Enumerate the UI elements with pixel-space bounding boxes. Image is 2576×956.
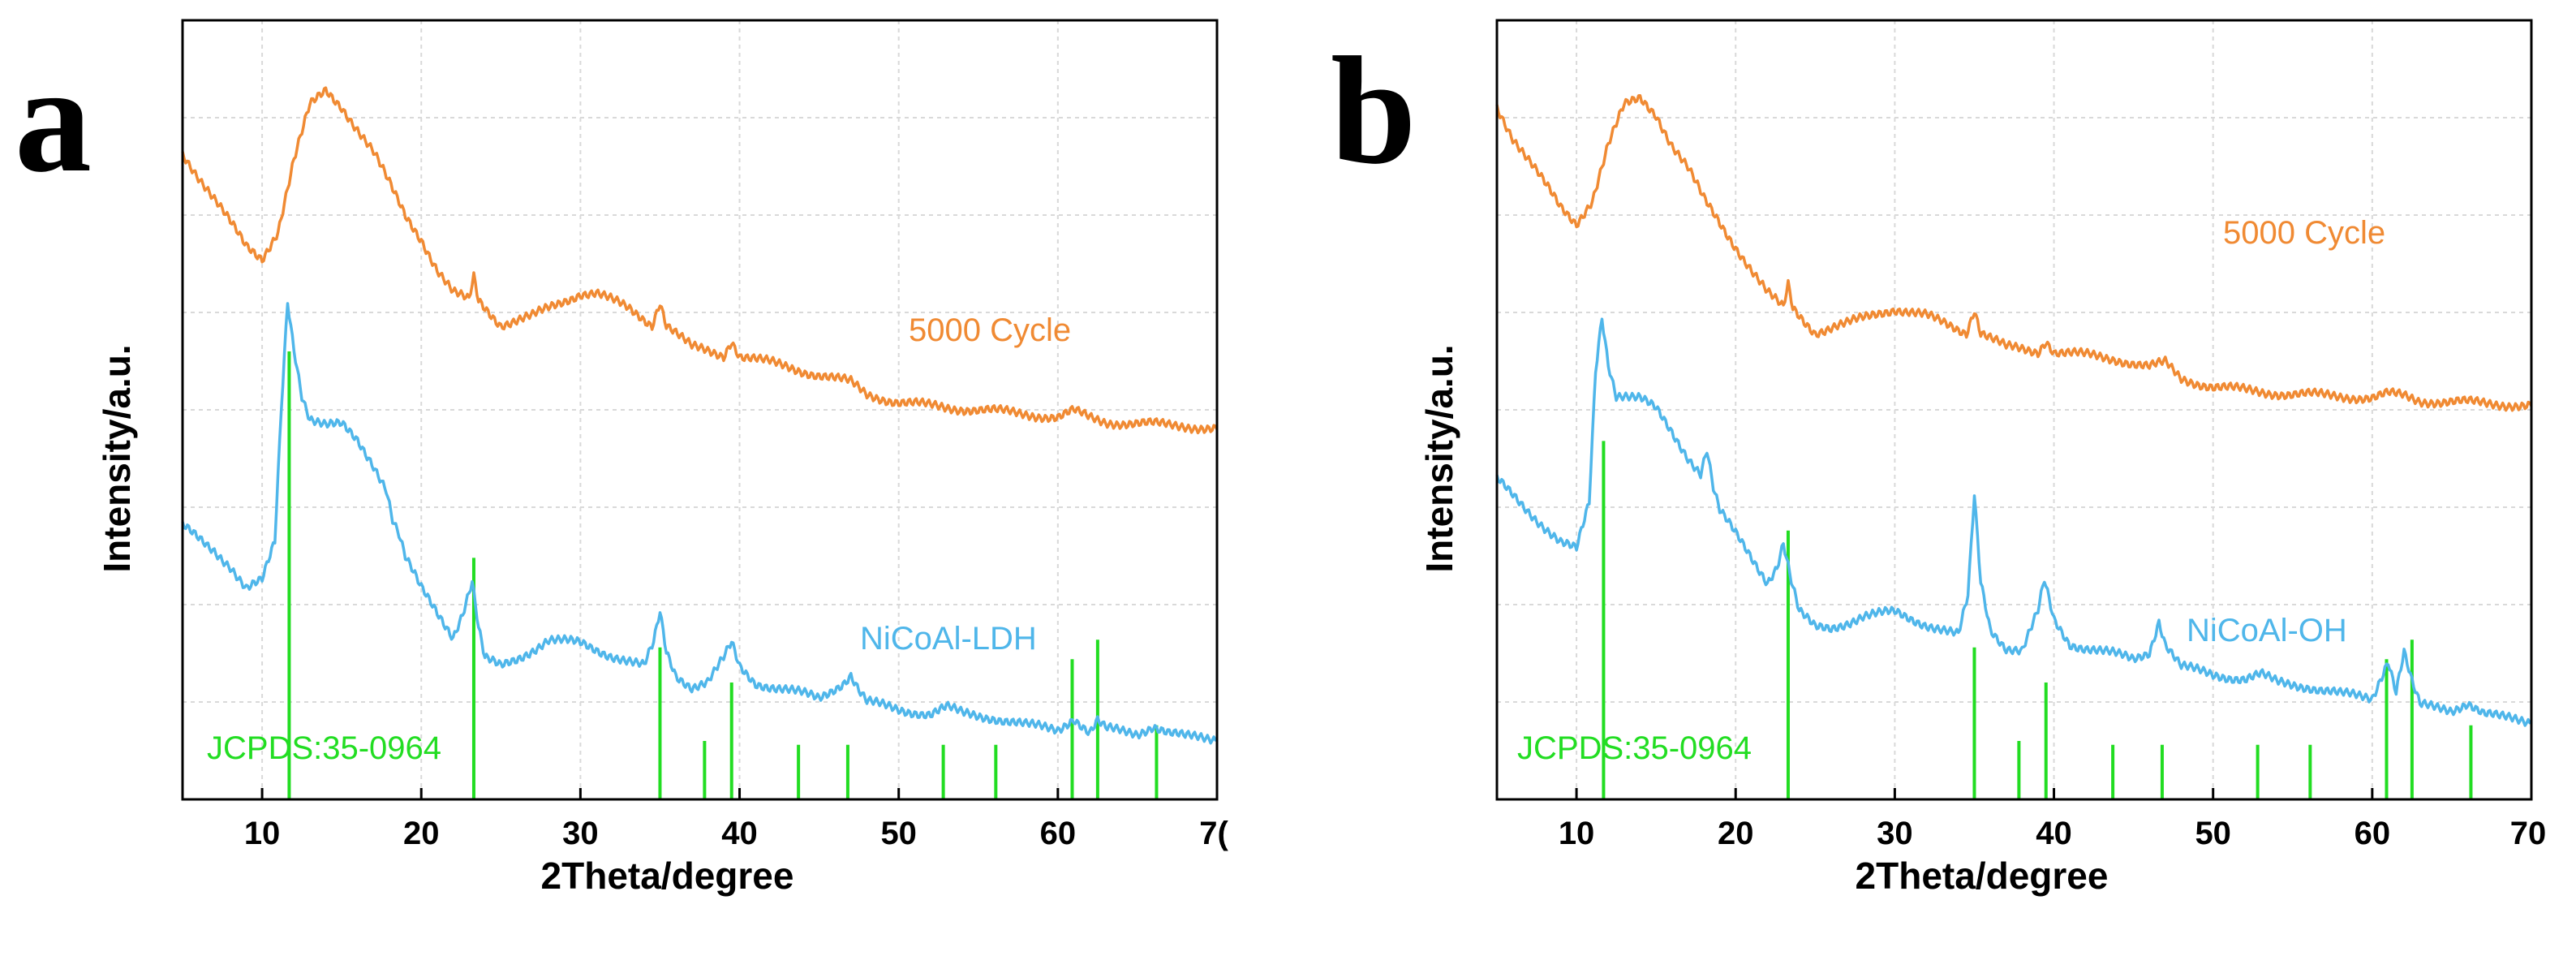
panel-a-xtick-label: 10 <box>244 816 281 851</box>
panel-a-x-axis-title: 2Theta/degree <box>541 855 794 897</box>
panel-b-series <box>1495 94 2533 727</box>
panel-b-label-nicoal-oh: NiCoAl-OH <box>2187 613 2347 648</box>
series-line-5000-cycle <box>1495 94 2533 412</box>
panel-b-xtick-label: 10 <box>1559 816 1595 851</box>
series-line-nicoal-oh <box>1495 317 2533 727</box>
panel-a-gridlines <box>183 20 1218 799</box>
panel-a-xtick-label: 50 <box>880 816 917 851</box>
panel-a-y-axis-title: Intensity/a.u. <box>96 344 138 572</box>
panel-b-frame <box>1495 19 2533 801</box>
series-line-nicoal-ldh <box>181 302 1219 745</box>
panel-a-xtick-label: 60 <box>1040 816 1077 851</box>
panel-a-xtick-label: 30 <box>562 816 599 851</box>
panel-a: a 10 20 30 40 50 60 7( 2Theta/degree Int… <box>15 19 1229 897</box>
panel-b-letter: b <box>1331 26 1417 196</box>
panel-a-xtick-label: 20 <box>403 816 440 851</box>
panel-b: b 10 20 30 40 50 60 70 2Theta/degree Int… <box>1331 19 2546 897</box>
panel-a-label-jcpds: JCPDS:35-0964 <box>207 730 441 766</box>
panel-b-x-ticks <box>1575 788 2533 799</box>
panel-b-label-jcpds: JCPDS:35-0964 <box>1517 730 1752 766</box>
panel-b-reference-lines <box>1602 441 2473 799</box>
panel-a-letter: a <box>15 34 92 205</box>
panel-b-y-axis-title: Intensity/a.u. <box>1418 344 1460 572</box>
panel-a-series <box>181 86 1219 745</box>
panel-b-xtick-label: 40 <box>2036 816 2072 851</box>
panel-a-x-tick-labels: 10 20 30 40 50 60 7( <box>244 816 1229 851</box>
panel-a-label-5000-cycle: 5000 Cycle <box>909 312 1071 348</box>
panel-a-frame <box>181 19 1219 801</box>
panel-b-xtick-label: 30 <box>1877 816 1913 851</box>
panel-b-xtick-label: 50 <box>2195 816 2231 851</box>
panel-b-xtick-label: 70 <box>2510 816 2547 851</box>
panel-a-xtick-label: 40 <box>721 816 758 851</box>
panel-b-label-5000-cycle: 5000 Cycle <box>2223 215 2385 251</box>
panel-b-xtick-label: 60 <box>2355 816 2391 851</box>
panel-a-x-ticks <box>260 788 1219 799</box>
panel-b-xtick-label: 20 <box>1718 816 1754 851</box>
series-line-5000-cycle <box>181 86 1219 435</box>
panel-a-xtick-label: 7( <box>1199 816 1228 851</box>
panel-b-x-tick-labels: 10 20 30 40 50 60 70 <box>1559 816 2546 851</box>
panel-a-label-nicoal-ldh: NiCoAl-LDH <box>860 621 1037 657</box>
panel-b-x-axis-title: 2Theta/degree <box>1856 855 2109 897</box>
